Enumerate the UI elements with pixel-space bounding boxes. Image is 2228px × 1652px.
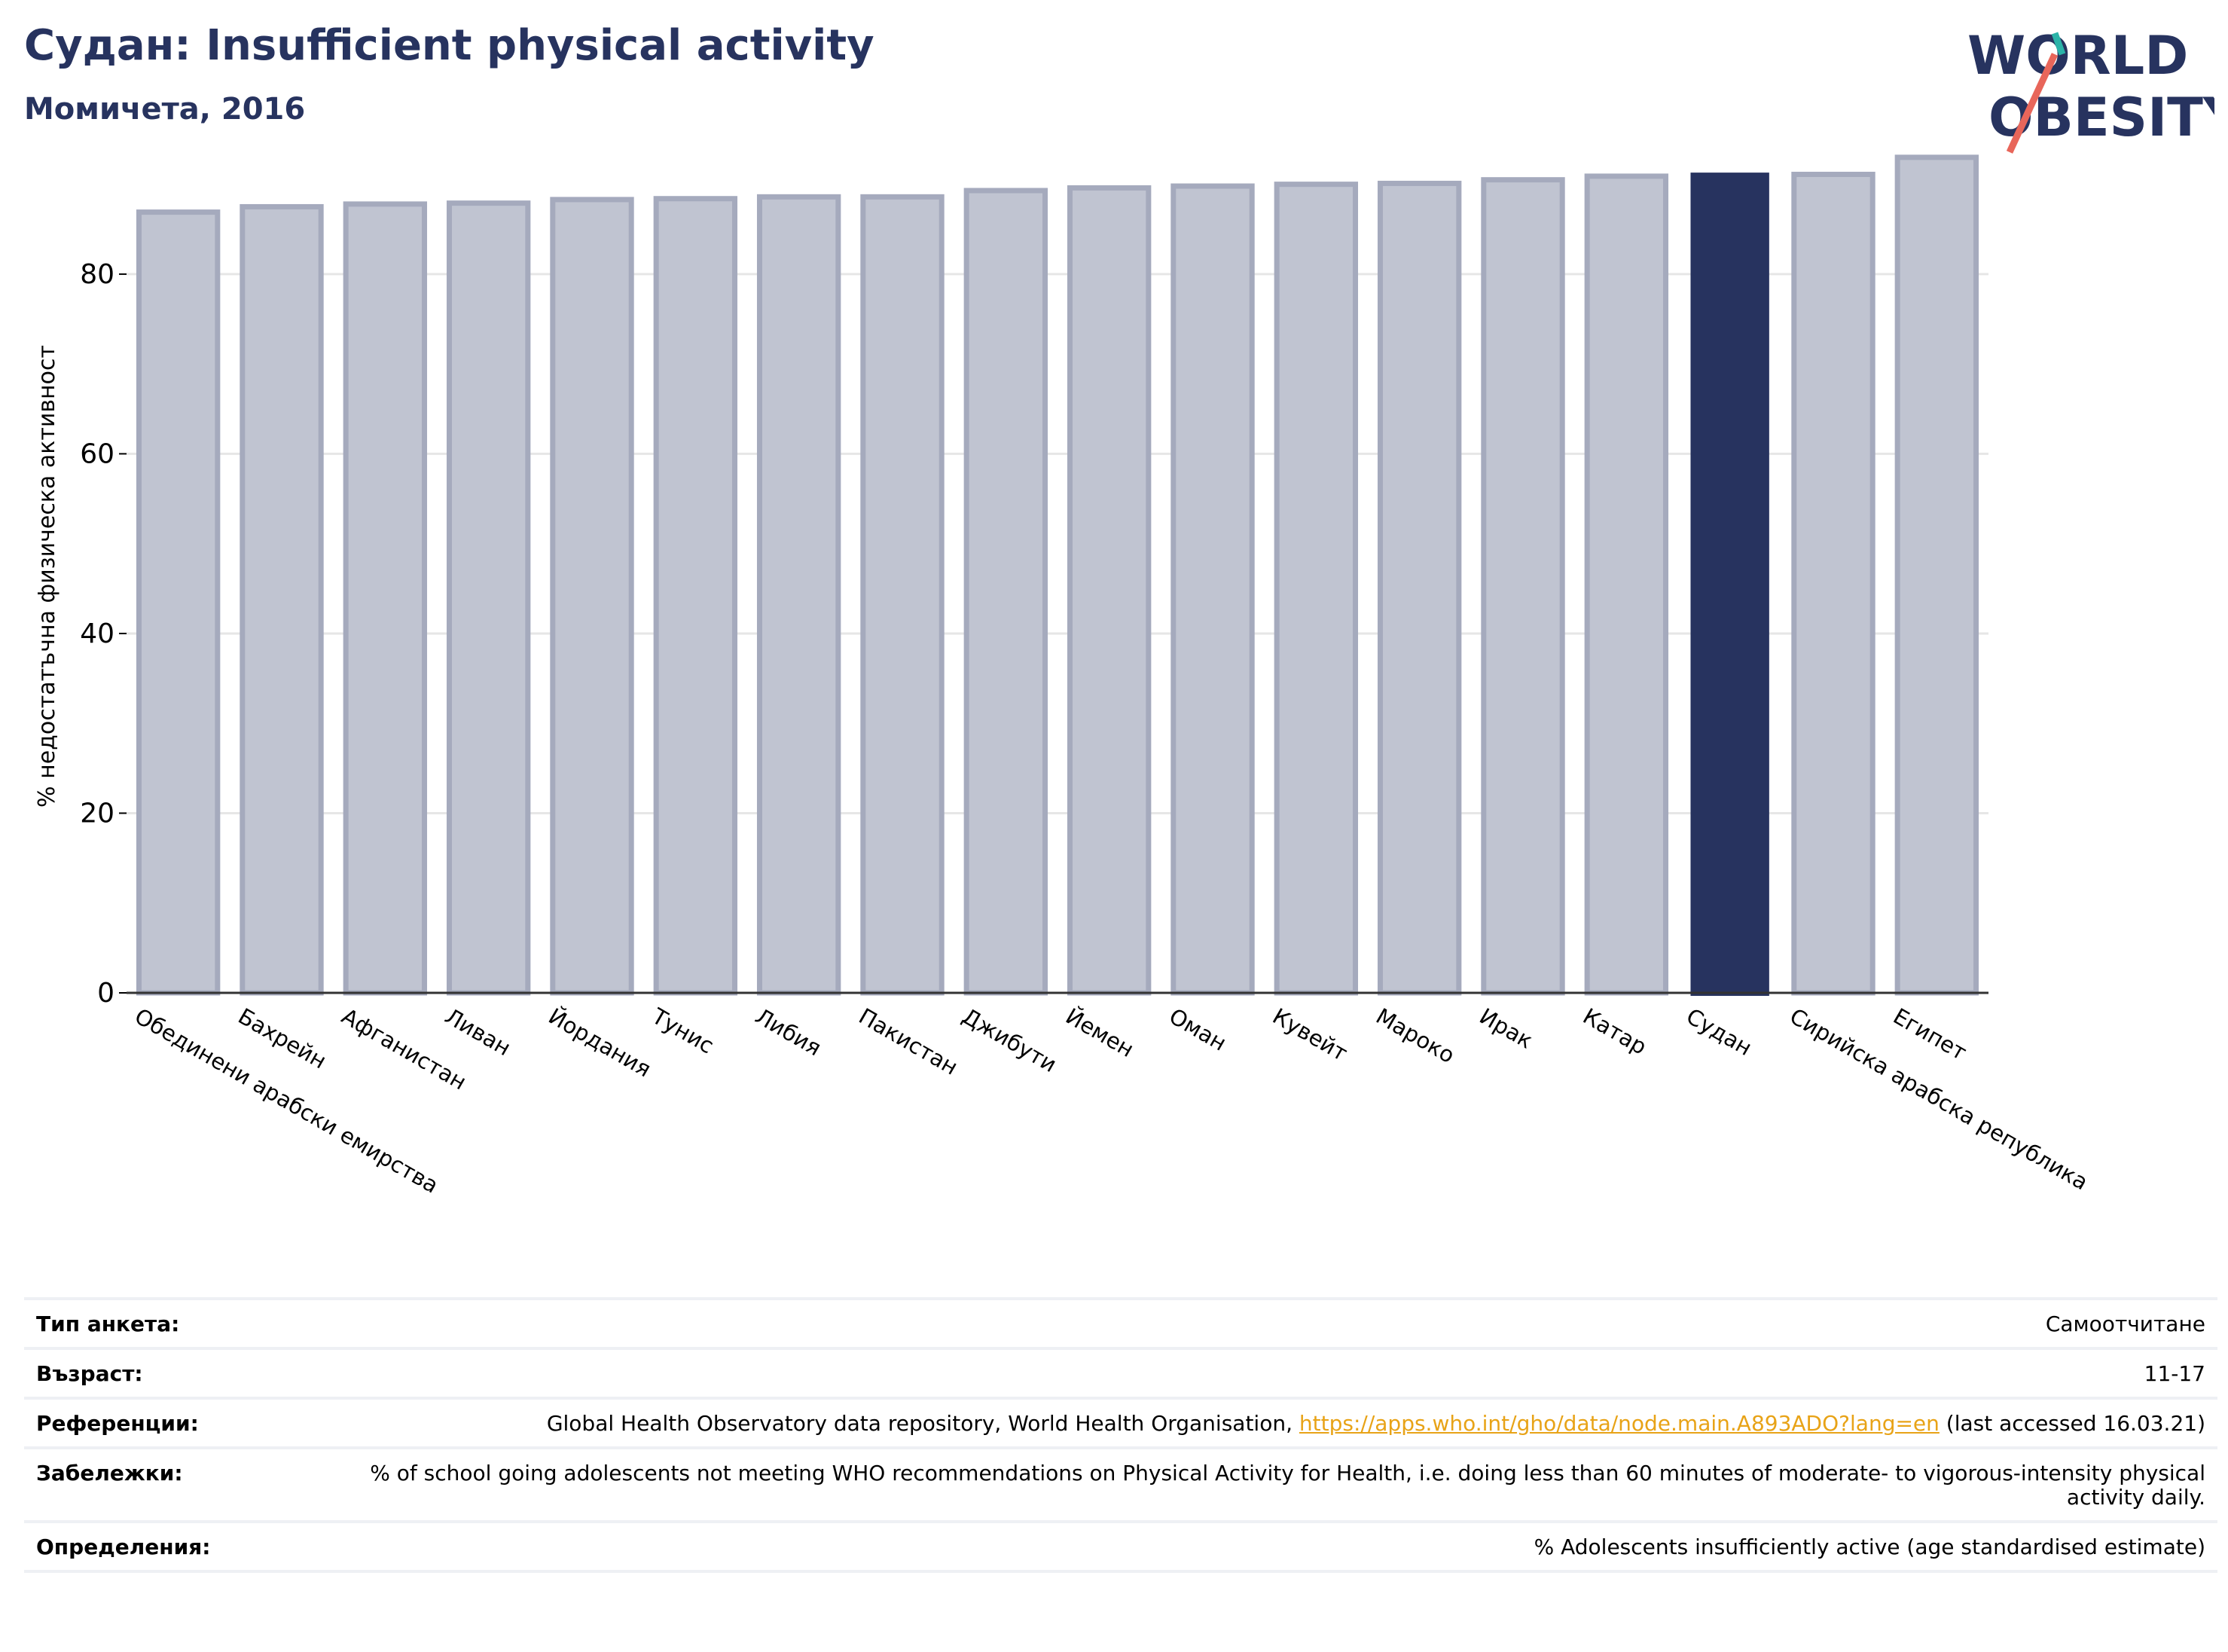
x-tick-label: Ливан xyxy=(441,1003,515,1061)
info-label: Референции: xyxy=(36,1411,199,1436)
y-axis-label: % недостатъчна физическа активност xyxy=(34,345,60,808)
info-row-notes: Забележки: % of school going adolescents… xyxy=(24,1446,2217,1520)
bar xyxy=(240,203,324,996)
bar xyxy=(1894,154,1979,996)
bar xyxy=(1481,177,1565,996)
page-title: Судан: Insufficient physical activity xyxy=(24,21,874,70)
reference-text: Global Health Observatory data repositor… xyxy=(546,1411,1299,1436)
x-tick-label: Египет xyxy=(1889,1003,1971,1066)
info-row-age: Възраст: 11-17 xyxy=(24,1347,2217,1397)
info-row-definitions: Определения: % Adolescents insufficientl… xyxy=(24,1520,2217,1573)
bar xyxy=(1791,172,1875,996)
bar xyxy=(1067,185,1152,996)
bar xyxy=(1584,173,1669,996)
x-tick-label: Йордания xyxy=(545,1003,656,1083)
x-tick-label: Ирак xyxy=(1476,1003,1537,1054)
info-value: 11-17 xyxy=(2144,1361,2205,1386)
x-tick-label: Оман xyxy=(1165,1003,1232,1056)
x-tick-label: Йемен xyxy=(1061,1003,1138,1063)
x-tick-label: Пакистан xyxy=(855,1003,963,1080)
x-tick-label: Тунис xyxy=(647,1003,719,1058)
reference-accessed: (last accessed 16.03.21) xyxy=(1939,1411,2205,1436)
bar xyxy=(1170,183,1255,996)
bar xyxy=(136,209,221,996)
bar-highlight xyxy=(1690,173,1769,997)
info-label: Определения: xyxy=(36,1534,211,1559)
y-tick-label: 40 xyxy=(80,618,114,649)
grid-lines xyxy=(127,273,1988,814)
info-value: % Adolescents insufficiently active (age… xyxy=(1534,1534,2205,1559)
info-value: Самоотчитане xyxy=(2045,1312,2205,1336)
bar xyxy=(1274,182,1359,996)
x-tick-label: Судан xyxy=(1682,1003,1756,1061)
bars xyxy=(136,154,1979,997)
y-tick-label: 20 xyxy=(80,798,114,829)
x-tick-label: Мароко xyxy=(1372,1003,1459,1069)
bar xyxy=(343,201,428,996)
page-subtitle: Момичета, 2016 xyxy=(24,92,306,127)
info-label: Тип анкета: xyxy=(36,1312,180,1336)
info-value: % of school going adolescents not meetin… xyxy=(370,1461,2205,1510)
y-tick-label: 60 xyxy=(80,438,114,469)
y-tick-label: 0 xyxy=(97,978,114,1009)
info-row-references: Референции: Global Health Observatory da… xyxy=(24,1397,2217,1446)
x-tick-label: Джибути xyxy=(958,1003,1061,1078)
info-label: Възраст: xyxy=(36,1361,143,1386)
info-table: Тип анкета: Самоотчитане Възраст: 11-17 … xyxy=(24,1297,2217,1573)
bar xyxy=(1377,180,1462,996)
bar xyxy=(550,197,634,996)
x-tick-label: Катар xyxy=(1579,1003,1651,1060)
info-row-survey-type: Тип анкета: Самоотчитане xyxy=(24,1297,2217,1347)
bar xyxy=(446,200,531,996)
y-tick-label: 80 xyxy=(80,259,114,290)
reference-link[interactable]: https://apps.who.int/gho/data/node.main.… xyxy=(1299,1411,1940,1436)
x-tick-label: Либия xyxy=(751,1003,826,1061)
bar xyxy=(963,188,1048,996)
bar xyxy=(756,194,841,996)
x-tick-label: Кувейт xyxy=(1268,1003,1352,1067)
info-value: Global Health Observatory data repositor… xyxy=(547,1412,2205,1436)
bar xyxy=(653,196,738,996)
info-label: Забележки: xyxy=(36,1461,183,1486)
bar xyxy=(860,194,945,996)
world-obesity-logo: WORLD OBESITY xyxy=(1967,25,2214,154)
svg-text:WORLD: WORLD xyxy=(1967,25,2188,87)
